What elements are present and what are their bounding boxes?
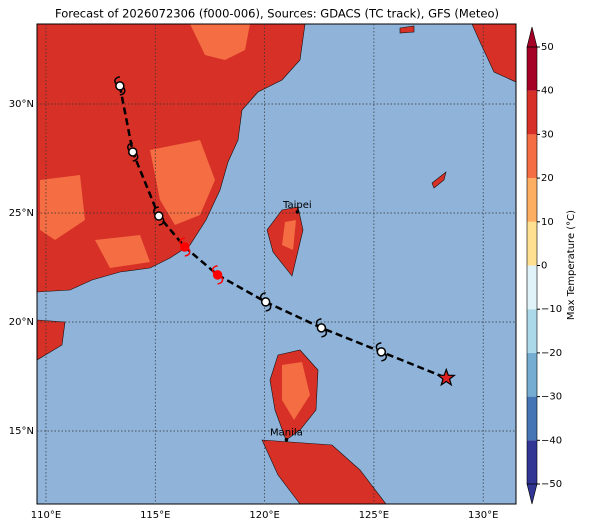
city-label: Manila [270, 428, 303, 439]
colorbar-segment [527, 47, 537, 91]
colorbar-segment [527, 396, 537, 441]
colorbar-segment [527, 440, 537, 484]
track-line [118, 85, 447, 380]
colorbar-tick-label: −10 [541, 304, 562, 315]
track-star [436, 367, 457, 387]
x-tick-label: 120°E [249, 510, 279, 521]
colorbar-segment [527, 265, 537, 310]
track-dot [212, 270, 223, 280]
track-point [127, 142, 139, 162]
city-marker [284, 437, 289, 442]
colorbar-top [526, 26, 538, 48]
x-tick-label: 130°E [468, 510, 498, 521]
track-dot [376, 347, 387, 357]
colorbar-segment [527, 352, 537, 397]
track-point [260, 292, 272, 312]
track-point [179, 237, 191, 257]
track-point [315, 318, 328, 338]
track-dot [180, 242, 190, 252]
y-tick-label: 15°N [9, 426, 34, 437]
y-tick-label: 20°N [9, 317, 34, 328]
colorbar-segment [527, 221, 537, 266]
colorbar-tick-label: 20 [541, 173, 554, 184]
colorbar-tick-label: 50 [541, 42, 554, 53]
colorbar-label: Max Temperature (°C) [566, 210, 577, 320]
colorbar-tick-label: −20 [541, 348, 562, 359]
land-warm-patch [40, 24, 250, 268]
track-dot [316, 323, 327, 333]
x-tick-label: 115°E [140, 510, 170, 521]
x-tick-label: 110°E [31, 510, 61, 521]
land-luzon-patch [282, 362, 310, 420]
land-korea [399, 24, 516, 83]
map-frame [36, 23, 517, 505]
track-dot [115, 81, 125, 91]
colorbar-tick-label: 0 [541, 261, 547, 272]
track-dot [154, 211, 164, 221]
land-taiwan-patch [282, 220, 296, 250]
city-label: Taipei [282, 200, 312, 211]
x-tick-label: 125°E [359, 510, 389, 521]
track-point [211, 265, 224, 285]
track-point [114, 76, 126, 96]
title: Forecast of 2026072306 (f000-006), Sourc… [55, 7, 499, 21]
colorbar-tick-label: −50 [541, 479, 562, 490]
track-dot [260, 297, 271, 307]
colorbar-tick-label: −30 [541, 392, 562, 403]
land-visayas [261, 439, 387, 504]
colorbar-tick-label: 40 [541, 86, 554, 97]
land-hainan [37, 319, 66, 361]
city-marker [295, 210, 300, 214]
land-ryukyu [431, 171, 447, 189]
colorbar-segment [527, 309, 537, 353]
colorbar-tick-label: 30 [541, 129, 554, 140]
colorbar-bottom [526, 483, 538, 505]
colorbar-segment [527, 178, 537, 222]
track-point [436, 367, 457, 387]
track-point [153, 206, 165, 226]
y-tick-label: 25°N [9, 208, 34, 219]
colorbar-tick-label: 10 [541, 217, 554, 228]
y-tick-label: 30°N [9, 99, 34, 110]
colorbar-segment [527, 90, 537, 135]
track-dot [128, 147, 138, 157]
colorbar-segment [527, 134, 537, 179]
colorbar-tick-label: −40 [541, 435, 562, 446]
track-point [375, 342, 387, 362]
